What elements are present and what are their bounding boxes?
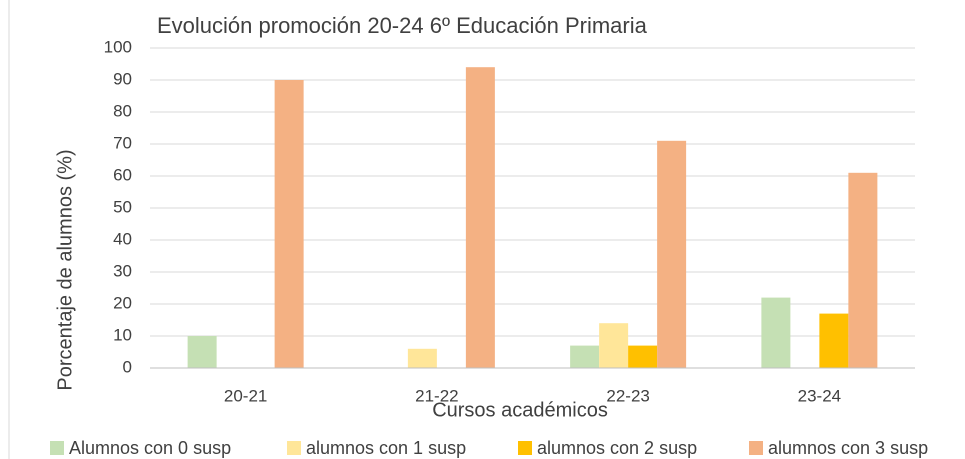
bar: [761, 297, 791, 368]
x-tick-label: 20-21: [224, 386, 267, 405]
legend-label: alumnos con 3 susp: [768, 438, 928, 458]
bar: [628, 345, 658, 368]
y-tick-label: 30: [113, 261, 132, 280]
bar: [570, 345, 600, 368]
y-tick-label: 0: [123, 357, 132, 376]
legend-label: alumnos con 1 susp: [306, 438, 466, 458]
y-tick-label: 70: [113, 133, 132, 152]
y-tick-label: 10: [113, 325, 132, 344]
y-tick-label: 20: [113, 293, 132, 312]
bar: [599, 323, 629, 368]
legend-label: Alumnos con 0 susp: [69, 438, 231, 458]
y-tick-label: 90: [113, 69, 132, 88]
x-tick-label: 23-24: [798, 386, 841, 405]
y-tick-label: 50: [113, 197, 132, 216]
bar: [407, 348, 437, 368]
x-tick-label: 21-22: [415, 386, 458, 405]
x-axis-label: Cursos académicos: [432, 399, 608, 421]
y-tick-label: 60: [113, 165, 132, 184]
y-tick-label: 80: [113, 101, 132, 120]
legend-swatch: [518, 441, 532, 455]
x-tick-label: 22-23: [606, 386, 649, 405]
bar: [848, 172, 878, 368]
chart-title: Evolución promoción 20-24 6º Educación P…: [157, 13, 648, 38]
legend-swatch: [287, 441, 301, 455]
bar: [187, 336, 217, 368]
bar: [465, 67, 495, 368]
legend-label: alumnos con 2 susp: [537, 438, 697, 458]
y-axis-label: Porcentaje de alumnos (%): [54, 149, 76, 390]
y-tick-label: 40: [113, 229, 132, 248]
bar: [819, 313, 849, 368]
y-tick-label: 100: [104, 37, 132, 56]
legend-swatch: [749, 441, 763, 455]
legend-swatch: [50, 441, 64, 455]
bar: [657, 140, 687, 368]
bar: [274, 80, 304, 368]
